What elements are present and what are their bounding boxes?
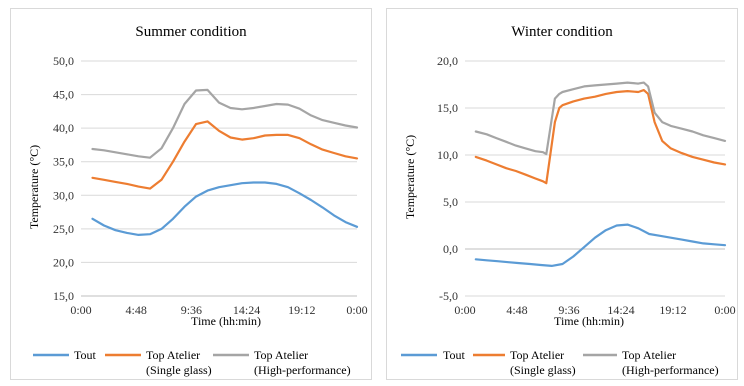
x-tick-label: 19:12: [659, 303, 686, 317]
legend: Tout Top Atelier (Single glass) Top Ateli…: [401, 348, 719, 377]
legend-label-single-glass: Top Atelier (Single glass): [510, 348, 576, 377]
summer-chart: Summer condition 15,0 20,0 25,0 30,0 35,0 40,…: [27, 24, 368, 377]
x-tick-label: 9:36: [558, 303, 579, 317]
y-tick-label: -5,0: [439, 289, 458, 303]
y-tick-label: 30,0: [53, 188, 74, 202]
x-axis-label: Time (hh:min): [191, 314, 261, 328]
y-tick-label: 45,0: [53, 88, 74, 102]
x-tick-label: 19:12: [288, 303, 315, 317]
series-line-single-glass: [91, 120, 359, 190]
y-tick-label: 20,0: [437, 54, 458, 68]
y-tick-label: 35,0: [53, 155, 74, 169]
series-line-tout: [91, 181, 359, 236]
legend-label-high-performance: Top Atelier (High-performance): [622, 348, 719, 377]
y-tick-label: 25,0: [53, 222, 74, 236]
summer-chart-panel: Summer condition 15,0 20,0 25,0 30,0 35,0 40,…: [10, 8, 372, 380]
y-tick-label: 40,0: [53, 121, 74, 135]
winter-chart: Winter condition -5,00,05,010,015,020,0 …: [401, 24, 736, 377]
y-tick-label: 20,0: [53, 255, 74, 269]
x-tick-label: 4:48: [126, 303, 147, 317]
legend-label-tout: Tout: [443, 348, 465, 362]
legend-label-high-performance: Top Atelier (High-performance): [254, 348, 351, 377]
y-tick-label: 15,0: [53, 289, 74, 303]
series-line-high-performance: [474, 81, 727, 156]
legend-label-single-glass: Top Atelier (Single glass): [146, 348, 212, 377]
x-tick-label: 0:00: [346, 303, 367, 317]
winter-chart-panel: Winter condition -5,0 0,0 5,0 10,0 15,0 20,0 …: [386, 8, 738, 380]
y-tick-label: 0,0: [443, 242, 458, 256]
y-axis-label: Temperature (°C): [403, 135, 417, 219]
x-tick-label: 0:00: [70, 303, 91, 317]
legend-label-tout: Tout: [74, 348, 96, 362]
chart-title: Summer condition: [135, 24, 247, 40]
y-axis-label: Temperature (°C): [27, 145, 41, 229]
x-tick-label: 0:00: [714, 303, 735, 317]
x-tick-label: 0:00: [454, 303, 475, 317]
y-tick-label: 15,0: [437, 101, 458, 115]
series-line-single-glass: [474, 89, 727, 185]
y-tick-label: 50,0: [53, 54, 74, 68]
x-tick-label: 14:24: [233, 303, 260, 317]
y-tick-label: 10,0: [437, 148, 458, 162]
series-line-high-performance: [91, 88, 359, 159]
x-tick-label: 9:36: [181, 303, 202, 317]
series-line-tout: [474, 223, 727, 267]
x-tick-label: 14:24: [607, 303, 634, 317]
y-tick-label: 5,0: [443, 195, 458, 209]
chart-title: Winter condition: [511, 24, 613, 40]
x-axis-label: Time (hh:min): [554, 314, 624, 328]
legend: Tout Top Atelier (Single glass) Top Ateli…: [33, 348, 351, 377]
x-tick-label: 4:48: [506, 303, 527, 317]
